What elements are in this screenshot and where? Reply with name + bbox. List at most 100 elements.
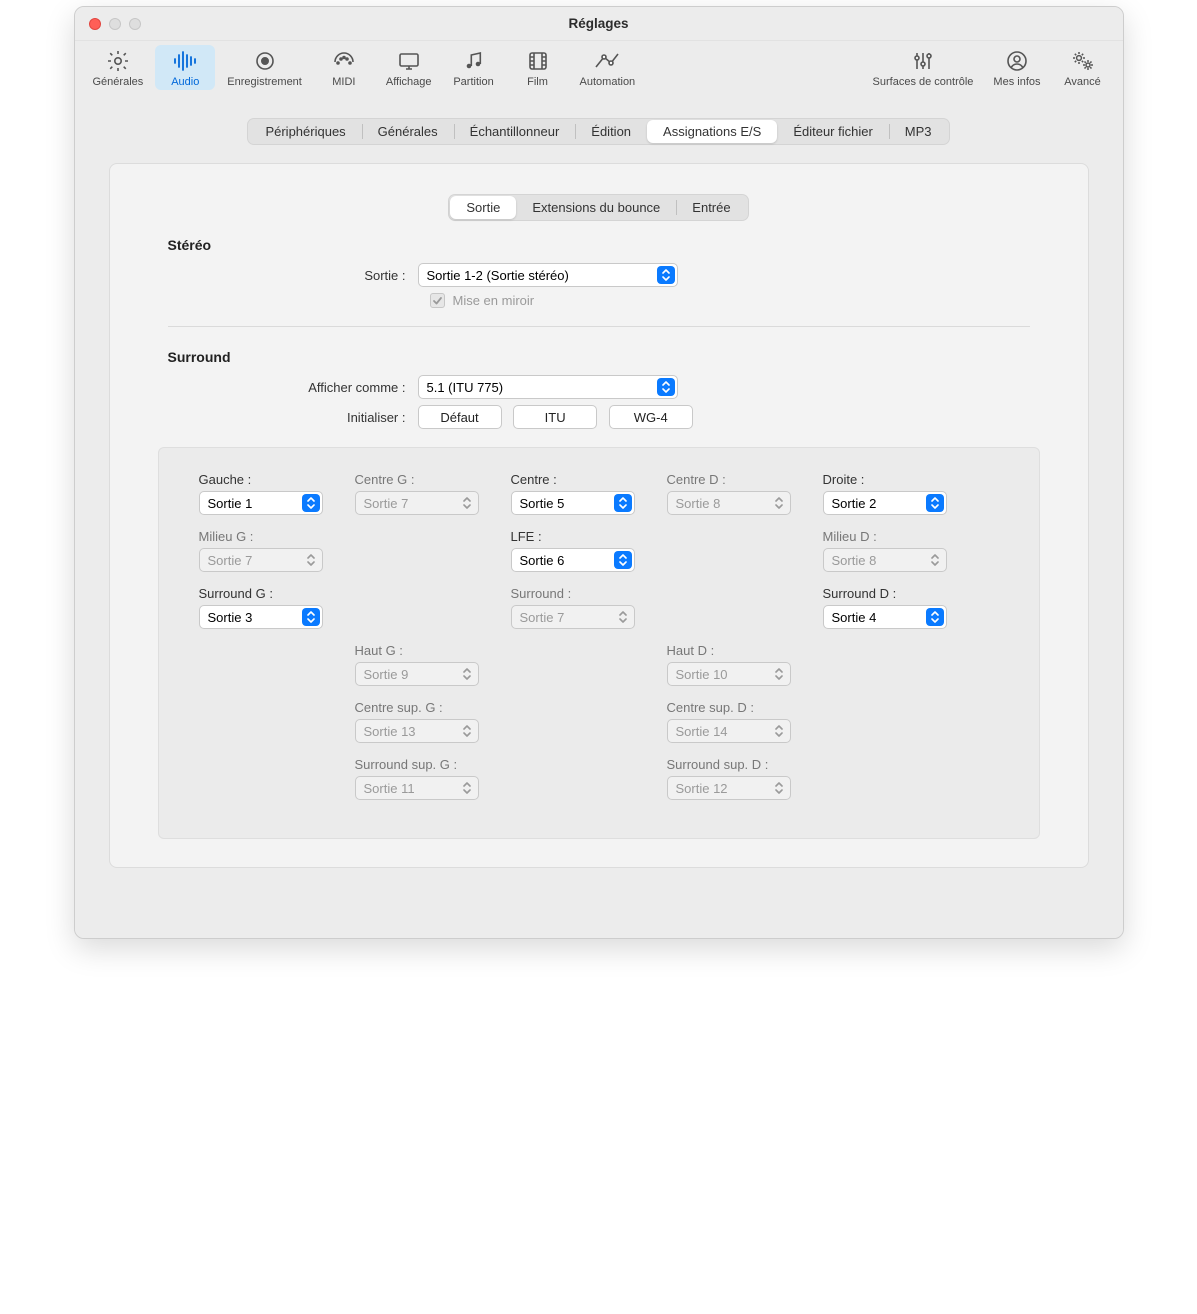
select-channel: Sortie 14 — [667, 719, 791, 743]
select-channel-value: Sortie 10 — [676, 667, 728, 682]
channel-cell: Centre sup. G : Sortie 13 — [355, 700, 501, 743]
film-icon — [524, 47, 552, 75]
toolbar-item-display[interactable]: Affichage — [378, 45, 440, 90]
subtab-output[interactable]: Sortie — [450, 196, 516, 219]
gears-icon — [1069, 47, 1097, 75]
sub-tabs: SortieExtensions du bounceEntrée — [448, 194, 748, 221]
chevron-updown-icon — [770, 779, 788, 797]
channel-cell: Surround : Sortie 7 — [511, 586, 657, 629]
checkbox-mirror[interactable] — [430, 293, 445, 308]
chevron-updown-icon — [770, 722, 788, 740]
toolbar-item-advanced[interactable]: Avancé — [1053, 45, 1113, 90]
select-channel: Sortie 7 — [511, 605, 635, 629]
select-stereo-output[interactable]: Sortie 1-2 (Sortie stéréo) — [418, 263, 678, 287]
channel-label: Centre D : — [667, 472, 813, 487]
chevron-updown-icon — [657, 378, 675, 396]
select-channel-value: Sortie 11 — [364, 781, 415, 796]
tab-generales[interactable]: Générales — [362, 120, 454, 143]
button-default[interactable]: Défaut — [418, 405, 502, 429]
select-channel[interactable]: Sortie 3 — [199, 605, 323, 629]
channel-label: Surround G : — [199, 586, 345, 601]
gear-icon — [104, 47, 132, 75]
channel-label: Milieu G : — [199, 529, 345, 544]
select-channel: Sortie 9 — [355, 662, 479, 686]
select-channel-value: Sortie 6 — [520, 553, 565, 568]
subtab-bounce[interactable]: Extensions du bounce — [516, 196, 676, 219]
channel-label: Surround D : — [823, 586, 969, 601]
channel-label: Surround sup. G : — [355, 757, 501, 772]
toolbar-item-audio[interactable]: Audio — [155, 45, 215, 90]
select-channel[interactable]: Sortie 6 — [511, 548, 635, 572]
select-channel-value: Sortie 14 — [676, 724, 728, 739]
select-channel-value: Sortie 7 — [208, 553, 253, 568]
tab-sampler[interactable]: Échantillonneur — [454, 120, 576, 143]
toolbar-label: Audio — [171, 76, 199, 88]
select-channel[interactable]: Sortie 5 — [511, 491, 635, 515]
tab-fileedit[interactable]: Éditeur fichier — [777, 120, 888, 143]
channel-cell: Surround sup. G : Sortie 11 — [355, 757, 501, 800]
channel-cell: Surround sup. D : Sortie 12 — [667, 757, 813, 800]
chevron-updown-icon — [458, 722, 476, 740]
tab-mp3[interactable]: MP3 — [889, 120, 948, 143]
midi-icon — [330, 47, 358, 75]
select-show-as-value: 5.1 (ITU 775) — [427, 380, 504, 395]
select-channel: Sortie 8 — [823, 548, 947, 572]
toolbar-item-movie[interactable]: Film — [508, 45, 568, 90]
chevron-updown-icon — [657, 266, 675, 284]
content-area: PériphériquesGénéralesÉchantillonneurÉdi… — [75, 96, 1123, 938]
chevron-updown-icon — [614, 608, 632, 626]
select-channel[interactable]: Sortie 4 — [823, 605, 947, 629]
window-title: Réglages — [75, 16, 1123, 31]
select-channel: Sortie 13 — [355, 719, 479, 743]
toolbar-label: Mes infos — [993, 76, 1040, 88]
person-icon — [1003, 47, 1031, 75]
score-icon — [460, 47, 488, 75]
channel-cell: Haut D : Sortie 10 — [667, 643, 813, 686]
record-icon — [251, 47, 279, 75]
channel-cell: Surround D : Sortie 4 — [823, 586, 969, 629]
button-itu[interactable]: ITU — [513, 405, 597, 429]
select-channel[interactable]: Sortie 2 — [823, 491, 947, 515]
chevron-updown-icon — [302, 494, 320, 512]
channel-cell: Surround G : Sortie 3 — [199, 586, 345, 629]
select-channel[interactable]: Sortie 1 — [199, 491, 323, 515]
select-channel-value: Sortie 7 — [520, 610, 565, 625]
toolbar-item-automation[interactable]: Automation — [572, 45, 644, 90]
chevron-updown-icon — [302, 551, 320, 569]
channel-label: Haut D : — [667, 643, 813, 658]
channel-label: Surround sup. D : — [667, 757, 813, 772]
select-channel: Sortie 11 — [355, 776, 479, 800]
select-show-as[interactable]: 5.1 (ITU 775) — [418, 375, 678, 399]
toolbar-item-recording[interactable]: Enregistrement — [219, 45, 310, 90]
section-title-stereo: Stéréo — [168, 237, 1060, 253]
tab-editing[interactable]: Édition — [575, 120, 647, 143]
toolbar-label: Partition — [453, 76, 493, 88]
select-channel: Sortie 8 — [667, 491, 791, 515]
toolbar-label: Affichage — [386, 76, 432, 88]
select-channel: Sortie 10 — [667, 662, 791, 686]
toolbar-label: Enregistrement — [227, 76, 302, 88]
main-tabs: PériphériquesGénéralesÉchantillonneurÉdi… — [247, 118, 949, 145]
section-title-surround: Surround — [168, 349, 1060, 365]
channel-label: Centre sup. G : — [355, 700, 501, 715]
chevron-updown-icon — [614, 494, 632, 512]
subtab-input[interactable]: Entrée — [676, 196, 746, 219]
channel-label: Centre sup. D : — [667, 700, 813, 715]
select-channel-value: Sortie 8 — [832, 553, 877, 568]
tab-io[interactable]: Assignations E/S — [647, 120, 777, 143]
button-wg4[interactable]: WG-4 — [609, 405, 693, 429]
select-channel-value: Sortie 5 — [520, 496, 565, 511]
channel-label: Gauche : — [199, 472, 345, 487]
section-divider — [168, 326, 1030, 327]
toolbar-item-midi[interactable]: MIDI — [314, 45, 374, 90]
select-channel-value: Sortie 4 — [832, 610, 877, 625]
toolbar-item-myinfo[interactable]: Mes infos — [985, 45, 1048, 90]
channel-label: Centre G : — [355, 472, 501, 487]
toolbar-item-general[interactable]: Générales — [85, 45, 152, 90]
toolbar-item-surfaces[interactable]: Surfaces de contrôle — [865, 45, 982, 90]
toolbar-label: Générales — [93, 76, 144, 88]
channel-cell: Droite : Sortie 2 — [823, 472, 969, 515]
tab-devices[interactable]: Périphériques — [249, 120, 361, 143]
toolbar-item-score[interactable]: Partition — [444, 45, 504, 90]
label-mirror: Mise en miroir — [453, 293, 535, 308]
